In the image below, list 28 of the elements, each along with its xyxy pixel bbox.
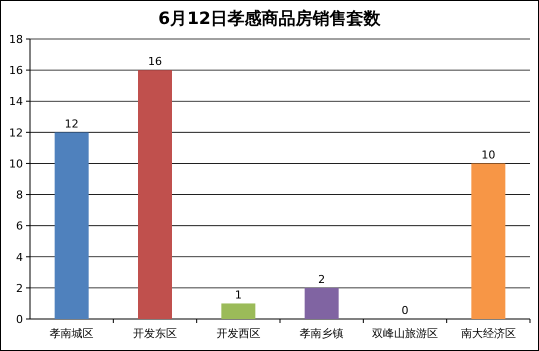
data-label: 12 [64, 117, 79, 130]
chart-title: 6月12日孝感商品房销售套数 [158, 9, 382, 29]
y-tick-label: 0 [16, 313, 23, 326]
x-tick-label: 孝南城区 [50, 327, 94, 340]
y-tick-label: 6 [16, 220, 23, 233]
data-label: 10 [481, 148, 496, 162]
y-tick-label: 2 [16, 282, 23, 295]
data-label: 16 [148, 55, 162, 68]
y-tick-label: 10 [9, 157, 23, 170]
x-tick-label: 孝南乡镇 [300, 327, 344, 340]
y-tick-label: 8 [16, 188, 23, 202]
bar [471, 163, 506, 319]
bar [304, 288, 339, 319]
bar [54, 132, 89, 319]
bar [221, 303, 256, 319]
data-label: 0 [402, 304, 408, 317]
bar [138, 70, 172, 319]
data-label: 1 [234, 288, 242, 302]
x-tick-label: 开发西区 [216, 327, 260, 340]
x-tick-label: 开发东区 [133, 327, 177, 340]
y-tick-label: 4 [16, 250, 23, 264]
y-tick-label: 18 [9, 33, 23, 46]
y-tick-label: 14 [9, 95, 23, 108]
y-tick-label: 12 [9, 126, 23, 140]
y-tick-label: 16 [9, 64, 23, 78]
data-label: 2 [318, 272, 326, 286]
x-tick-label: 南大经济区 [460, 327, 516, 340]
x-tick-label: 双峰山旅游区 [372, 327, 438, 340]
